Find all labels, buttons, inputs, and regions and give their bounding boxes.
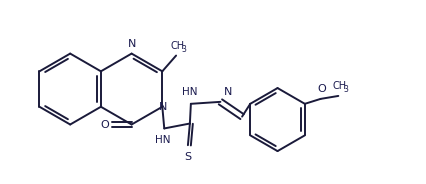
Text: 3: 3 [181,45,187,54]
Text: O: O [101,119,109,130]
Text: CH: CH [332,81,346,91]
Text: N: N [127,39,136,49]
Text: CH: CH [170,41,184,51]
Text: HN: HN [182,87,198,97]
Text: N: N [224,87,233,97]
Text: N: N [159,102,167,112]
Text: HN: HN [155,135,170,145]
Text: S: S [184,152,191,162]
Text: 3: 3 [344,85,348,94]
Text: O: O [317,84,326,94]
